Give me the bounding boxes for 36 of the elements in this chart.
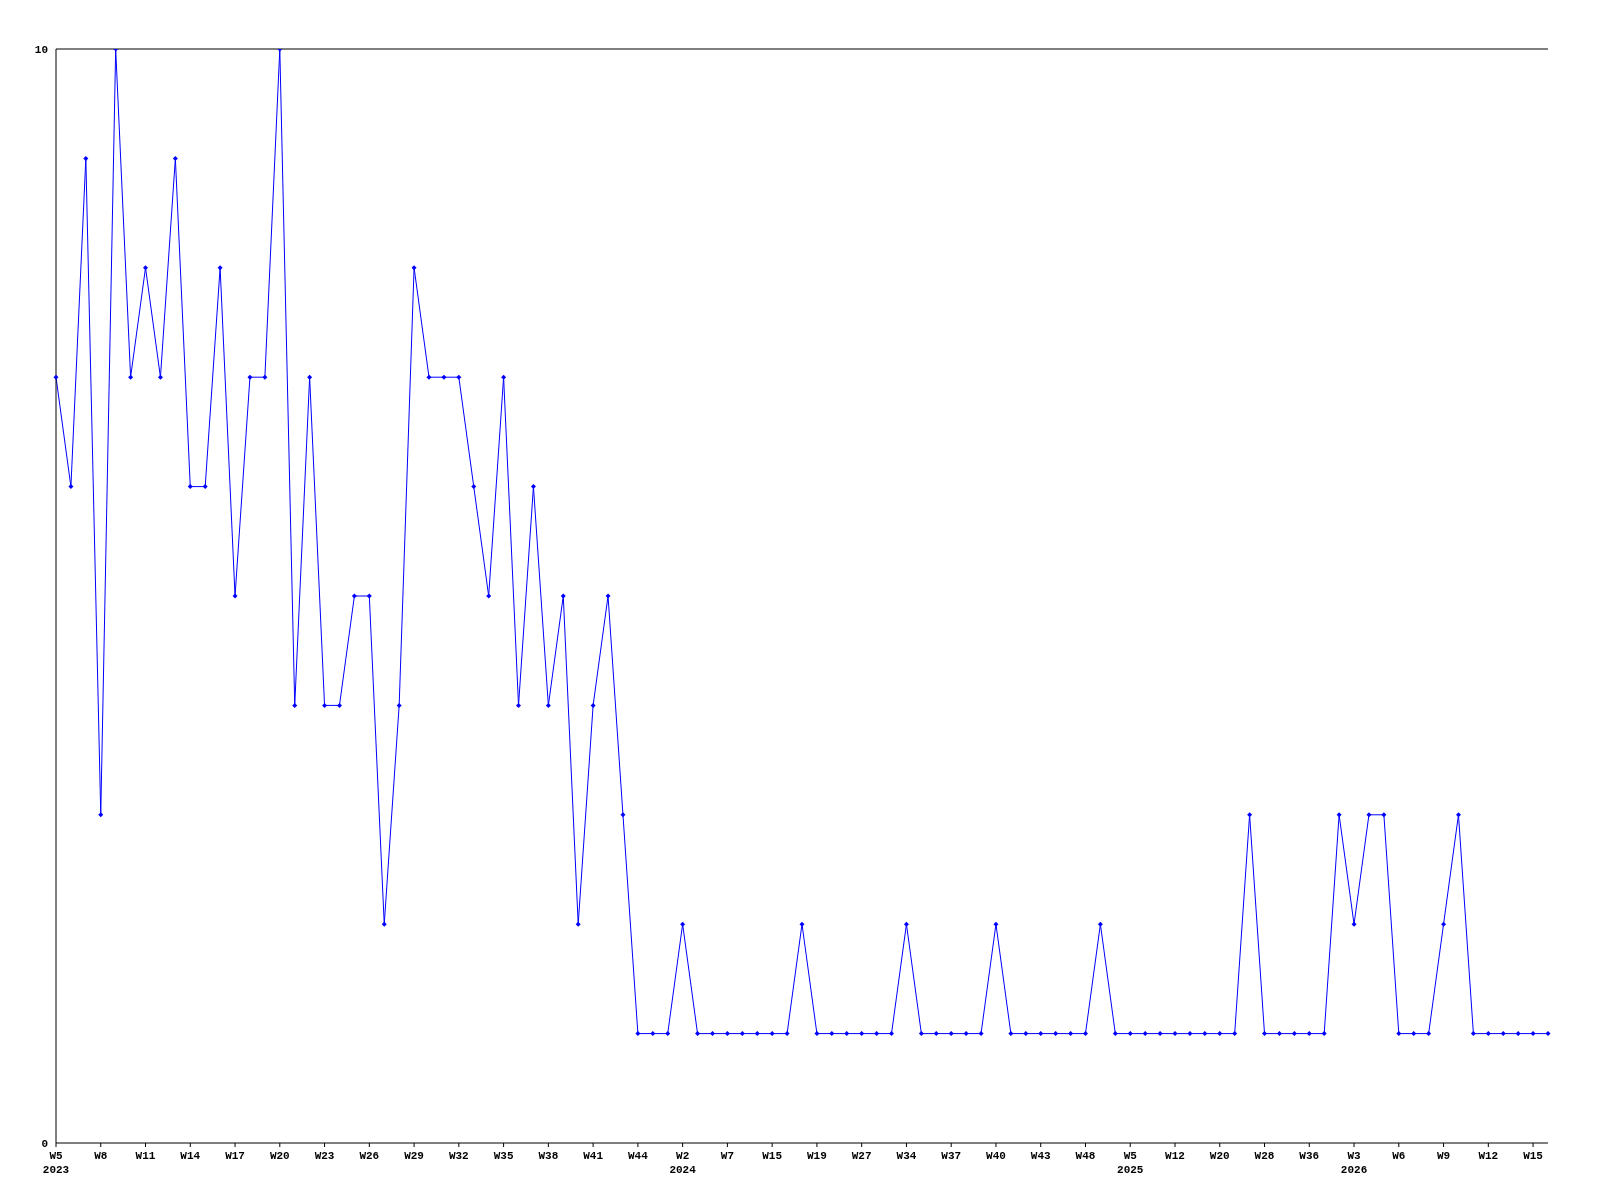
x-tick-label: W12 [1165,1150,1185,1162]
x-tick-label: W28 [1254,1150,1275,1162]
x-tick-label: W27 [851,1150,872,1162]
x-tick-label: W26 [359,1150,380,1162]
x-tick-label: W6 [1392,1150,1406,1162]
x-tick-label: W5 2025 [1117,1150,1144,1176]
x-tick-label: W41 [583,1150,604,1162]
x-tick-label: W7 [720,1150,734,1162]
x-tick-label: W17 [225,1150,245,1162]
x-tick-label: W48 [1075,1150,1096,1162]
x-tick-label: W43 [1030,1150,1052,1162]
x-tick-label: W35 [493,1150,514,1162]
x-tick-label: W20 [1209,1150,1230,1162]
x-tick-label: W32 [448,1150,469,1162]
x-tick-label: W37 [941,1150,962,1162]
x-tick-label: W34 [896,1150,917,1162]
y-tick-label: 0 [41,1137,48,1150]
x-tick-label: W5 2023 [42,1150,70,1176]
x-tick-label: W12 [1478,1150,1499,1162]
x-tick-label: W38 [538,1150,559,1162]
x-tick-label: W11 [135,1150,156,1162]
x-tick-label: W20 [269,1150,290,1162]
x-tick-label: W8 [94,1150,108,1162]
x-tick-label: W9 [1436,1150,1451,1162]
x-tick-label: W29 [404,1150,424,1162]
x-tick-label: W40 [986,1150,1006,1162]
x-tick-label: W44 [627,1150,649,1162]
x-tick-label: W36 [1299,1150,1320,1162]
x-tick-label: W2 2024 [669,1150,697,1176]
x-tick-label: W15 [1523,1150,1544,1162]
x-tick-label: W23 [314,1150,335,1162]
x-tick-label: W14 [180,1150,201,1162]
x-tick-label: W3 2026 [1340,1150,1368,1176]
x-tick-label: W19 [807,1150,827,1162]
y-tick-label: 10 [34,43,48,56]
x-tick-label: W15 [762,1150,783,1162]
